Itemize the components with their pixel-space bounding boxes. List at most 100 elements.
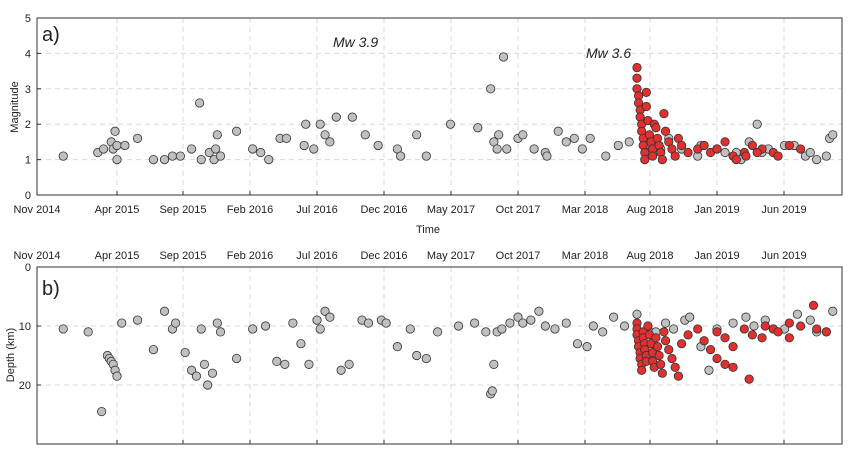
panel-b-gray-event-point: [660, 318, 671, 328]
panel-b-red-event-point: [657, 368, 667, 378]
panel-a-x-tick-label: Oct 2017: [496, 204, 541, 216]
panel-a-gray-event-point: [315, 119, 325, 129]
panel-b-red-event-point: [728, 362, 738, 372]
panel-b-gray-event-point: [497, 324, 507, 334]
panel-a-gray-event-point: [112, 140, 122, 151]
panel-b-gray-event-point: [171, 318, 181, 328]
panel-b-red-event-point: [652, 342, 663, 352]
panel-a-gray-event-point: [98, 144, 109, 154]
panel-b-gray-event-point: [320, 306, 330, 316]
panel-a-gray-event-point: [148, 155, 159, 165]
panel-b-x-tick-label: Jul 2016: [296, 250, 338, 262]
panel-b-red-event-point: [744, 374, 754, 384]
panel-a-gray-event-point: [577, 144, 587, 154]
panel-b-gray-event-point: [828, 306, 838, 316]
panel-b-x-tick-label: Jan 2019: [694, 250, 739, 262]
panel-b-x-tick-label: Dec 2016: [360, 250, 407, 262]
panel-a-red-event-point: [741, 151, 751, 161]
panel-a-x-tick-label: Nov 2014: [13, 204, 60, 216]
panel-b-gray-event-point: [632, 309, 642, 319]
panel-b-gray-event-point: [288, 318, 298, 328]
panel-b-gray-event-point: [312, 315, 322, 325]
panel-a-gray-event-point: [518, 130, 528, 140]
panel-b-red-event-point: [784, 333, 794, 343]
panel-b-gray-event-point: [505, 318, 515, 328]
panel-b-red-event-point: [664, 344, 674, 355]
panel-a-red-event-point: [747, 140, 757, 151]
panel-a-red-event-point: [640, 155, 650, 165]
panel-b-red-event-point: [656, 359, 666, 369]
panel-b-red-event-point: [739, 324, 749, 334]
panel-b-gray-event-point: [805, 315, 815, 325]
panel-b-red-event-point: [654, 350, 664, 361]
panel-a-red-event-point: [720, 137, 730, 147]
panel-a-x-tick-label: Dec 2016: [360, 204, 407, 216]
panel-b-gray-event-point: [540, 321, 550, 331]
panel-b-x-tick-label: Oct 2017: [496, 250, 541, 262]
panel-a-x-ticks: Nov 2014 Apr 2015 Sep 2015 Feb 2016 Jul 2016…: [13, 191, 807, 216]
panel-a-x-tick-label: Jul 2016: [296, 204, 338, 216]
panel-a-axes-frame: [36, 17, 843, 196]
panel-a-gray-event-point: [396, 151, 406, 161]
panel-a-y-tick-label: 2: [25, 119, 31, 131]
panel-b-gray-event-point: [741, 312, 751, 322]
panel-b-gray-event-point: [518, 318, 528, 328]
panel-b-red-event-point: [643, 321, 653, 331]
annotation-mw-3-6: Mw 3.6: [586, 45, 631, 61]
panel-b-gray-event-point: [344, 359, 354, 369]
panel-a-gray-event-point: [601, 151, 611, 161]
panel-a-gray-event-point: [498, 52, 509, 62]
panel-b-gray-event-point: [749, 321, 759, 331]
panel-b-red-event-point: [773, 327, 783, 337]
panel-a-gray-event-point: [186, 144, 197, 154]
panel-b-gray-event-point: [792, 309, 803, 319]
panel-b-gray-event-point: [381, 318, 391, 328]
panel-a-gray-event-point: [613, 140, 623, 151]
panel-b-red-event-point: [720, 359, 730, 369]
panel-a-gray-event-point: [325, 137, 335, 147]
panel-a-gray-event-point: [805, 147, 815, 158]
panel-a-gray-event-point: [264, 155, 274, 165]
panel-a-gray-event-point: [195, 98, 205, 108]
panel-b-gray-event-point: [199, 359, 210, 369]
panel-b-points: [58, 300, 838, 417]
panel-a-gray-event-point: [347, 112, 357, 122]
panel-a-gray-event-point: [232, 126, 242, 136]
panel-b-gray-event-point: [728, 318, 738, 328]
panel-b-gray-event-point: [191, 371, 201, 381]
panel-a-gray-event-point: [196, 155, 206, 165]
panel-b-gray-event-point: [315, 324, 325, 334]
panel-a-gray-event-point: [132, 133, 143, 143]
annotation-mw-3-9: Mw 3.9: [333, 34, 378, 50]
panel-b-red-event-point: [660, 336, 671, 346]
panel-b-gray-event-point: [412, 350, 422, 361]
panel-a-gray-event-point: [309, 144, 319, 154]
panel-a-gray-event-point: [812, 155, 822, 165]
panel-a-gray-event-point: [502, 144, 512, 154]
panel-a-gray-event-point: [542, 151, 552, 161]
panel-b-axes-frame: [36, 266, 843, 445]
panel-a-red-event-point: [659, 108, 669, 119]
panel-b-gray-event-point: [212, 318, 222, 328]
panel-b-x-tick-label: Mar 2018: [562, 250, 608, 262]
panel-b-gray-event-point: [117, 318, 127, 328]
panel-b-x-tick-label: Apr 2015: [95, 250, 140, 262]
panel-a-red-event-point: [660, 126, 671, 136]
panel-a-gray-event-point: [720, 147, 730, 158]
panel-b-red-event-point: [699, 336, 709, 346]
panel-b-gray-event-point: [534, 306, 544, 316]
panel-b-gray-event-point: [489, 359, 499, 369]
panel-b-gray-event-point: [148, 344, 159, 355]
panel-a-gray-event-point: [445, 119, 456, 129]
panel-b-red-event-point: [747, 330, 757, 340]
panel-b-gray-event-point: [186, 365, 197, 375]
panel-b-gray-event-point: [248, 324, 258, 334]
panel-b-red-event-point: [693, 324, 703, 334]
panel-b-red-event-point: [728, 342, 738, 352]
panel-a-gray-event-point: [110, 126, 120, 136]
panel-b-gray-event-point: [405, 324, 415, 334]
panel-a-gray-event-point: [529, 144, 539, 154]
panel-b-gray-event-point: [272, 356, 282, 366]
panel-a-red-event-point: [773, 151, 783, 161]
panel-b-gray-event-point: [608, 312, 619, 322]
